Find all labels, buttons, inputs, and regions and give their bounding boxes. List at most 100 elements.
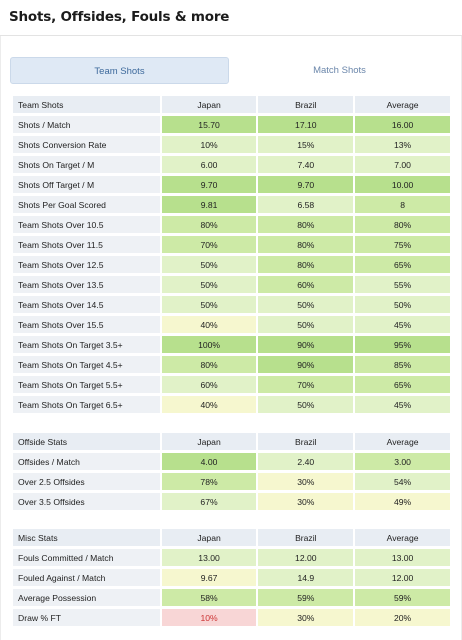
table-row: Team Shots On Target 6.5+ 40% 50% 45% [13, 396, 450, 413]
row-label: Draw % FT [13, 609, 160, 626]
table-row: Shots On Target / M 6.00 7.40 7.00 [13, 156, 450, 173]
brazil-value: 7.40 [258, 156, 354, 173]
column-header-japan: Japan [161, 96, 257, 113]
brazil-value: 80% [258, 236, 354, 253]
average-value: 12.00 [355, 569, 450, 586]
japan-value: 78% [161, 473, 257, 490]
section-title: Shots, Offsides, Fouls & more [9, 9, 230, 25]
japan-value: 40% [161, 396, 257, 413]
table-row: Average Possession 58% 59% 59% [13, 589, 450, 606]
brazil-value: 6.58 [258, 196, 354, 213]
average-value: 16.00 [355, 116, 450, 133]
row-label: Team Shots Over 12.5 [13, 256, 160, 273]
tab-match-shots[interactable]: Match Shots [313, 65, 366, 76]
japan-value: 40% [161, 316, 257, 333]
japan-value: 9.70 [161, 176, 257, 193]
japan-value: 58% [161, 589, 257, 606]
table-row: Shots Per Goal Scored 9.81 6.58 8 [13, 196, 450, 213]
average-value: 54% [355, 473, 450, 490]
table-row: Team Shots On Target 5.5+ 60% 70% 65% [13, 376, 450, 393]
misc-stats-table: Misc Stats Japan Brazil Average Fouls Co… [11, 526, 452, 629]
column-header-brazil: Brazil [258, 96, 354, 113]
brazil-value: 9.70 [258, 176, 354, 193]
section-header: Shots, Offsides, Fouls & more [0, 0, 462, 36]
japan-value: 70% [161, 236, 257, 253]
average-value: 8 [355, 196, 450, 213]
brazil-value: 17.10 [258, 116, 354, 133]
average-value: 45% [355, 396, 450, 413]
table-row: Team Shots Over 13.5 50% 60% 55% [13, 276, 450, 293]
column-header-average: Average [355, 529, 450, 546]
table-row: Fouled Against / Match 9.67 14.9 12.00 [13, 569, 450, 586]
row-label: Over 2.5 Offsides [13, 473, 160, 490]
japan-value: 80% [161, 356, 257, 373]
table-row: Team Shots Over 12.5 50% 80% 65% [13, 256, 450, 273]
table-header-row: Misc Stats Japan Brazil Average [13, 529, 450, 546]
column-header-stat: Team Shots [13, 96, 160, 113]
brazil-value: 14.9 [258, 569, 354, 586]
average-value: 49% [355, 493, 450, 510]
column-header-average: Average [355, 96, 450, 113]
brazil-value: 50% [258, 316, 354, 333]
brazil-value: 2.40 [258, 453, 354, 470]
tab-team-shots[interactable]: Team Shots [10, 57, 229, 84]
row-label: Shots Per Goal Scored [13, 196, 160, 213]
average-value: 10.00 [355, 176, 450, 193]
row-label: Shots / Match [13, 116, 160, 133]
tab-bar: Team Shots Match Shots [10, 57, 450, 84]
brazil-value: 80% [258, 256, 354, 273]
column-header-average: Average [355, 433, 450, 450]
japan-value: 100% [161, 336, 257, 353]
row-label: Average Possession [13, 589, 160, 606]
average-value: 95% [355, 336, 450, 353]
row-label: Team Shots Over 14.5 [13, 296, 160, 313]
table-row: Team Shots Over 14.5 50% 50% 50% [13, 296, 450, 313]
brazil-value: 50% [258, 396, 354, 413]
brazil-value: 50% [258, 296, 354, 313]
japan-value: 50% [161, 296, 257, 313]
table-row: Offsides / Match 4.00 2.40 3.00 [13, 453, 450, 470]
row-label: Shots Conversion Rate [13, 136, 160, 153]
japan-value: 50% [161, 256, 257, 273]
offside-stats-table: Offside Stats Japan Brazil Average Offsi… [11, 430, 452, 513]
average-value: 50% [355, 296, 450, 313]
japan-value: 60% [161, 376, 257, 393]
japan-value: 13.00 [161, 549, 257, 566]
row-label: Team Shots On Target 3.5+ [13, 336, 160, 353]
average-value: 65% [355, 256, 450, 273]
row-label: Over 3.5 Offsides [13, 493, 160, 510]
average-value: 85% [355, 356, 450, 373]
table-row: Team Shots Over 11.5 70% 80% 75% [13, 236, 450, 253]
table-row: Draw % FT 10% 30% 20% [13, 609, 450, 626]
row-label: Team Shots Over 15.5 [13, 316, 160, 333]
japan-value: 80% [161, 216, 257, 233]
column-header-japan: Japan [161, 433, 257, 450]
column-header-stat: Misc Stats [13, 529, 160, 546]
brazil-value: 60% [258, 276, 354, 293]
japan-value: 10% [161, 609, 257, 626]
brazil-value: 90% [258, 336, 354, 353]
row-label: Fouled Against / Match [13, 569, 160, 586]
table-row: Shots Off Target / M 9.70 9.70 10.00 [13, 176, 450, 193]
row-label: Shots Off Target / M [13, 176, 160, 193]
average-value: 55% [355, 276, 450, 293]
table-header-row: Team Shots Japan Brazil Average [13, 96, 450, 113]
row-label: Fouls Committed / Match [13, 549, 160, 566]
brazil-value: 80% [258, 216, 354, 233]
brazil-value: 12.00 [258, 549, 354, 566]
average-value: 13.00 [355, 549, 450, 566]
brazil-value: 30% [258, 473, 354, 490]
brazil-value: 15% [258, 136, 354, 153]
row-label: Team Shots On Target 5.5+ [13, 376, 160, 393]
japan-value: 4.00 [161, 453, 257, 470]
japan-value: 15.70 [161, 116, 257, 133]
average-value: 65% [355, 376, 450, 393]
column-header-brazil: Brazil [258, 529, 354, 546]
table-row: Shots / Match 15.70 17.10 16.00 [13, 116, 450, 133]
row-label: Team Shots On Target 6.5+ [13, 396, 160, 413]
column-header-stat: Offside Stats [13, 433, 160, 450]
team-shots-table: Team Shots Japan Brazil Average Shots / … [11, 93, 452, 416]
table-header-row: Offside Stats Japan Brazil Average [13, 433, 450, 450]
brazil-value: 30% [258, 609, 354, 626]
table-row: Over 2.5 Offsides 78% 30% 54% [13, 473, 450, 490]
